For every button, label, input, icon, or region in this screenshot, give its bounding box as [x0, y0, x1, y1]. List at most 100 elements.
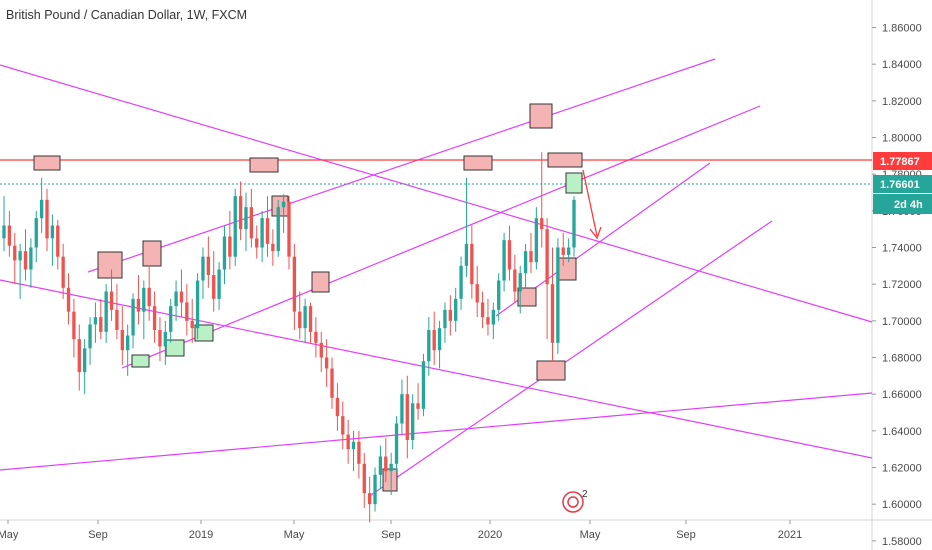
candle-body	[142, 287, 146, 312]
long-support-line[interactable]	[367, 220, 773, 498]
price-tick-label: 1.68000	[882, 353, 922, 365]
support-low-box[interactable]	[536, 360, 566, 381]
trendline-descending-upper[interactable]	[0, 64, 873, 323]
candle-body	[56, 225, 60, 257]
candle	[265, 196, 270, 257]
major-low-box[interactable]	[382, 468, 398, 492]
channel-touch-box[interactable]	[311, 271, 330, 293]
candle-body	[34, 218, 38, 248]
current-candle-box[interactable]	[565, 172, 583, 194]
channel-upper-line[interactable]	[87, 58, 716, 273]
channel-touch-box[interactable]	[97, 251, 123, 279]
candle	[308, 302, 313, 343]
highlight-boxes-layer[interactable]	[33, 103, 583, 492]
candle-body	[163, 331, 167, 347]
candle-body	[421, 361, 426, 409]
resistance-touch-box[interactable]	[249, 157, 279, 173]
support-touch-box-green[interactable]	[131, 354, 150, 368]
candle-body	[72, 311, 76, 340]
idea-badge-count: 2	[582, 489, 588, 500]
candle-body	[281, 201, 286, 208]
candle-body	[475, 284, 479, 303]
candle-body	[308, 306, 313, 332]
candle	[276, 199, 280, 257]
candle	[319, 331, 323, 373]
candle-body	[550, 284, 555, 343]
candle-body	[7, 225, 12, 246]
price-tick-label: 1.84000	[882, 59, 922, 71]
time-tick-label: 2019	[189, 529, 213, 541]
candle-body	[260, 218, 264, 248]
candle-body	[104, 291, 108, 332]
candle	[66, 273, 71, 325]
candle-body	[437, 328, 442, 351]
candle-body	[185, 302, 189, 321]
candle	[448, 295, 452, 336]
trendlines-layer[interactable]	[0, 58, 873, 498]
candle-body	[529, 251, 533, 263]
price-axis-panel[interactable]	[872, 0, 932, 550]
candle-body	[566, 247, 571, 255]
candle-body	[287, 201, 291, 257]
candle	[39, 177, 44, 233]
candle-body	[518, 273, 522, 292]
candle	[271, 229, 275, 266]
candle	[523, 243, 528, 288]
forecast-arrow-line	[582, 169, 598, 237]
candle	[88, 317, 92, 365]
channel-touch-box[interactable]	[142, 240, 162, 267]
candle-body	[255, 238, 259, 248]
candle	[174, 280, 178, 321]
candle	[23, 229, 28, 281]
channel-middle-line[interactable]	[121, 105, 761, 369]
channel-touch-box[interactable]	[271, 195, 289, 217]
candle-body	[432, 330, 436, 351]
candle-body	[120, 330, 124, 351]
candle	[185, 284, 189, 336]
candle	[190, 298, 194, 343]
candle	[29, 238, 33, 288]
resistance-touch-box[interactable]	[547, 152, 583, 168]
candle	[222, 225, 227, 285]
candle-body	[373, 474, 377, 505]
candle-body	[292, 256, 297, 312]
candle-body	[335, 397, 340, 417]
price-tick-label: 1.66000	[882, 389, 922, 401]
candle-body	[77, 339, 81, 373]
time-tick-label: Sep	[676, 529, 696, 541]
support-touch-box[interactable]	[557, 257, 577, 281]
candle-body	[61, 256, 65, 288]
forecast-arrow[interactable]	[582, 169, 602, 240]
candle	[534, 207, 539, 270]
candle	[72, 298, 76, 358]
candle	[502, 232, 506, 292]
trendline-ascending-flat[interactable]	[0, 392, 873, 471]
price-tick-label: 1.62000	[882, 463, 922, 475]
price-axis-ticks: 1.860001.840001.820001.800001.780001.760…	[872, 23, 922, 548]
candle-body	[400, 394, 404, 424]
price-tick-label: 1.74000	[882, 243, 922, 255]
candle-body	[319, 342, 323, 358]
candle-body	[271, 243, 275, 252]
candle-body	[228, 236, 232, 257]
candle	[367, 476, 372, 523]
candle	[142, 280, 146, 340]
candle-body	[190, 320, 194, 329]
candle	[152, 291, 157, 343]
candle-body	[470, 243, 474, 285]
support-touch-box-green[interactable]	[165, 339, 185, 357]
resistance-touch-box[interactable]	[33, 155, 61, 171]
resistance-price-label: 1.77867	[873, 152, 932, 170]
support-touch-box[interactable]	[517, 287, 537, 307]
candle-body	[82, 348, 87, 373]
support-touch-box-green[interactable]	[194, 324, 214, 342]
idea-badge[interactable]: 2	[562, 489, 588, 513]
price-tick-label: 1.58000	[882, 536, 922, 548]
candle-body	[18, 251, 22, 261]
candle-body	[298, 311, 302, 329]
resistance-touch-box[interactable]	[463, 155, 493, 171]
candle-body	[222, 236, 227, 270]
candle	[561, 232, 565, 266]
channel-top-box[interactable]	[529, 103, 553, 129]
